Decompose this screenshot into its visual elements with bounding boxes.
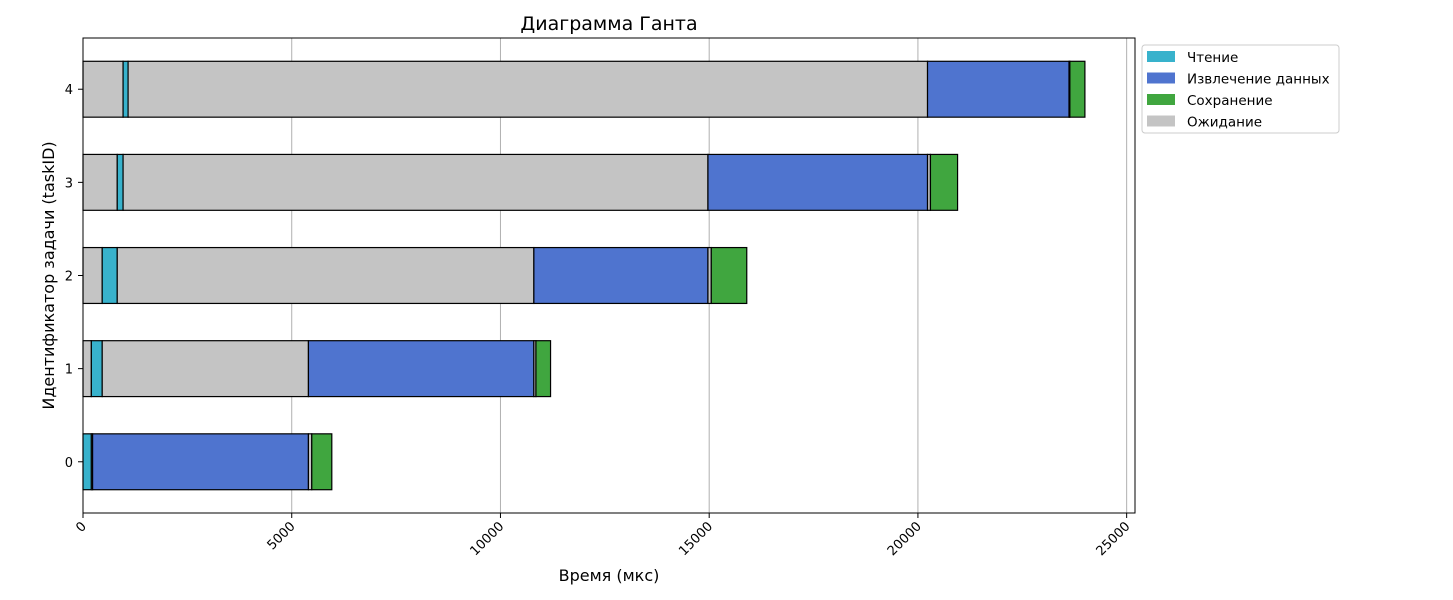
bar-task-1-segment-1 bbox=[90, 340, 103, 398]
legend-swatch-1 bbox=[1147, 72, 1175, 84]
bar-task-2-segment-0 bbox=[82, 246, 103, 305]
legend-label-2: Сохранение bbox=[1187, 93, 1273, 109]
legend-label-1: Извлечение данных bbox=[1187, 72, 1330, 88]
bar-task-1-segment-3 bbox=[307, 340, 535, 398]
legend-swatch-2 bbox=[1147, 94, 1175, 105]
bar-task-4-segment-3 bbox=[926, 60, 1070, 118]
bar-task-0-segment-0 bbox=[82, 433, 92, 491]
bar-task-2-segment-5 bbox=[710, 246, 748, 305]
legend-swatch-3 bbox=[1147, 115, 1175, 127]
bar-task-3-segment-0 bbox=[82, 153, 118, 211]
legend-frame bbox=[1141, 44, 1340, 134]
bar-task-1-segment-2 bbox=[101, 340, 310, 398]
y-tick-label: 2 bbox=[65, 270, 73, 285]
bars bbox=[82, 60, 1086, 491]
y-axis-ticks: 0 1 2 3 4 bbox=[65, 83, 83, 471]
bar-task-2-segment-2 bbox=[116, 246, 535, 305]
bar-task-4-segment-1 bbox=[122, 60, 129, 118]
bar-task-3-segment-1 bbox=[116, 153, 124, 211]
bar-task-4-segment-2 bbox=[127, 60, 929, 118]
y-tick-label: 1 bbox=[65, 363, 73, 378]
y-axis-label: Идентификатор задачи (taskID) bbox=[39, 141, 58, 409]
chart-title: Диаграмма Ганта bbox=[520, 13, 697, 35]
bar-task-1-segment-5 bbox=[535, 340, 552, 398]
legend-swatch-0 bbox=[1147, 51, 1175, 62]
y-tick-label: 0 bbox=[65, 456, 73, 471]
legend-label-3: Ожидание bbox=[1187, 115, 1262, 131]
bar-task-2-segment-3 bbox=[533, 246, 709, 305]
bar-task-4-segment-5 bbox=[1069, 60, 1086, 118]
bar-task-3-segment-2 bbox=[122, 153, 709, 211]
bar-task-3-segment-5 bbox=[929, 153, 959, 211]
legend: Чтение Извлечение данных Сохранение Ожидани… bbox=[1141, 44, 1340, 134]
bar-task-1-segment-0 bbox=[82, 340, 92, 398]
bar-task-0-segment-2 bbox=[92, 433, 310, 491]
bar-task-3-segment-3 bbox=[707, 153, 929, 211]
bar-task-2-segment-1 bbox=[101, 246, 118, 305]
y-tick-label: 3 bbox=[65, 176, 73, 191]
x-axis-label: Время (мкс) bbox=[559, 566, 660, 585]
bar-task-4-segment-0 bbox=[82, 60, 124, 118]
bar-task-0-segment-4 bbox=[311, 433, 333, 491]
legend-label-0: Чтение bbox=[1187, 50, 1238, 66]
y-tick-label: 4 bbox=[65, 83, 73, 98]
